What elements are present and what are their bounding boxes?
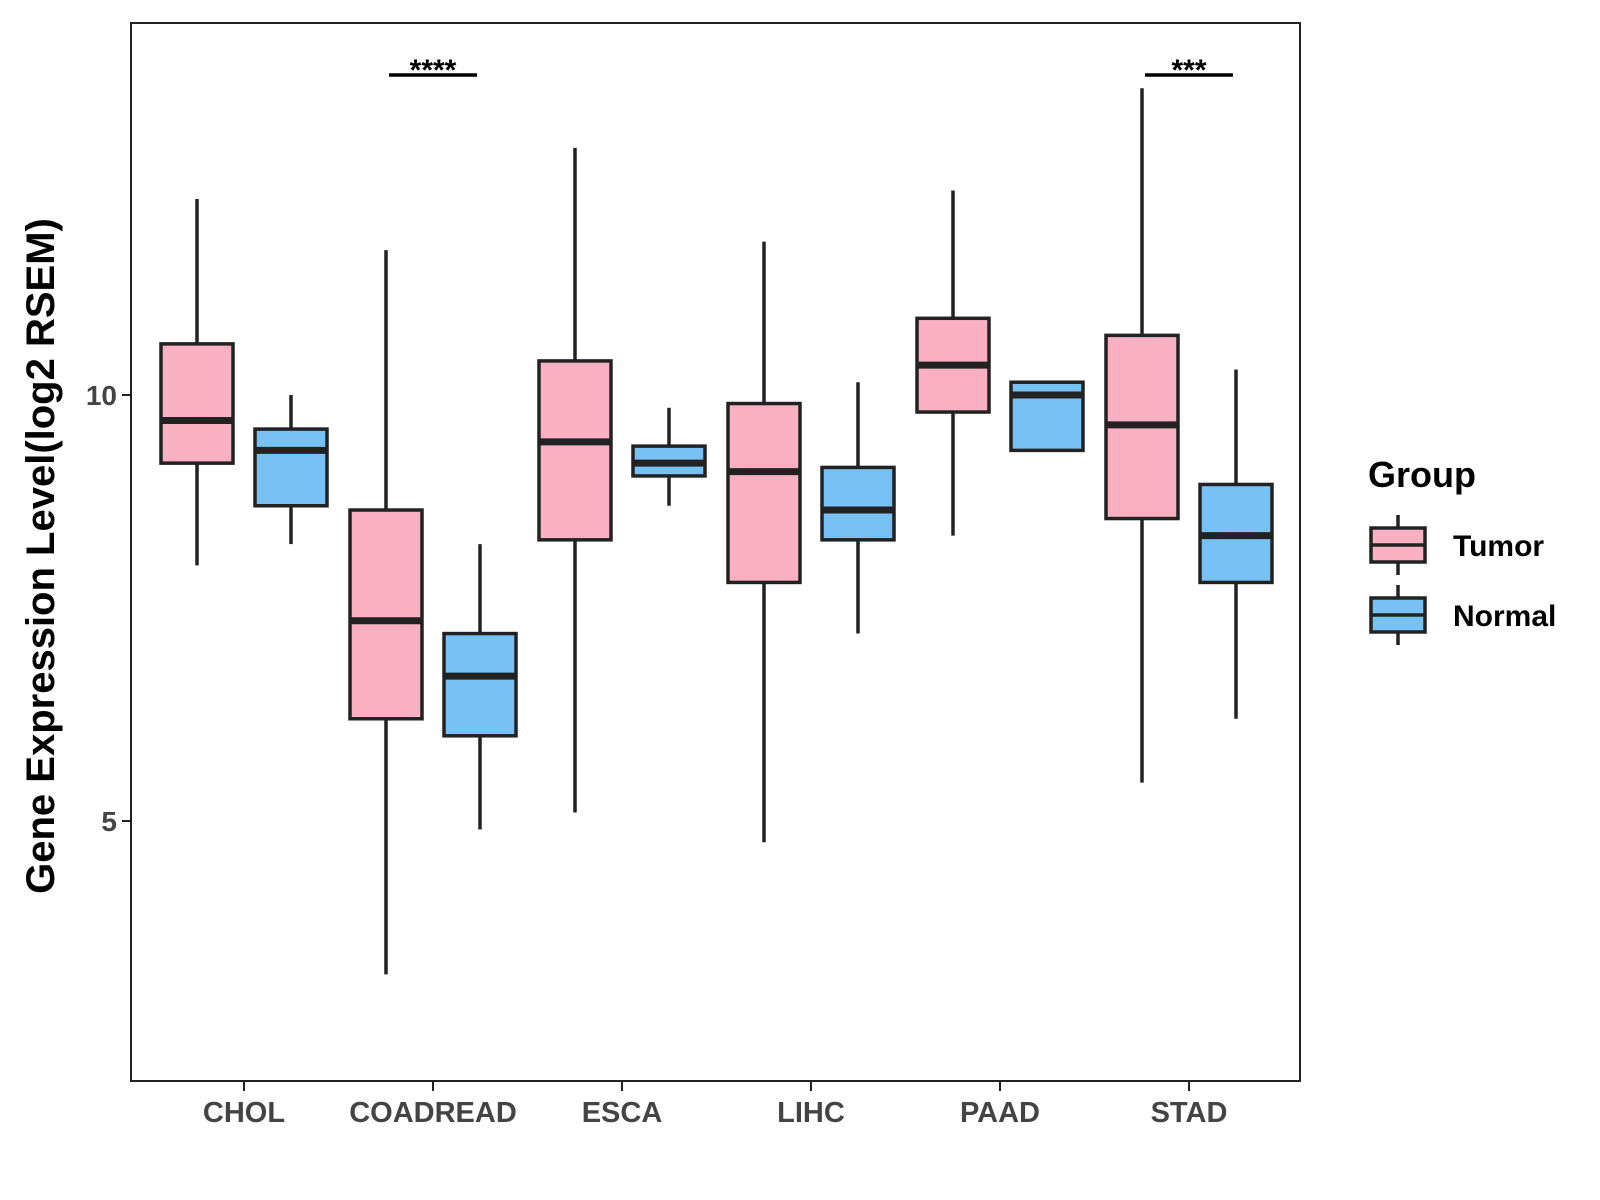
box-tumor-lihc [726, 241, 802, 843]
legend-item-normal: Normal [1369, 585, 1556, 645]
y-tick-label: 10 [86, 380, 117, 411]
x-tick-label: LIHC [777, 1097, 845, 1129]
box-body [348, 508, 424, 721]
legend-title: Group [1368, 454, 1476, 495]
x-tick-label: COADREAD [349, 1097, 517, 1129]
legend-label: Tumor [1453, 530, 1544, 563]
box-body [159, 342, 235, 465]
box-normal-stad [1198, 369, 1274, 719]
box-normal-esca [631, 407, 707, 506]
panel-border [130, 22, 1301, 1082]
axes-layer: 5 10 CHOL COADREAD ESCA LIHC PAAD STAD [86, 380, 1228, 1129]
box-body [537, 359, 613, 542]
significance-label: **** [410, 54, 457, 87]
box-normal-paad [1009, 380, 1085, 453]
significance-label: *** [1171, 54, 1206, 87]
box-body [820, 465, 896, 542]
box-body [726, 401, 802, 585]
y-tick-label: 5 [101, 806, 117, 837]
x-tick-label: ESCA [582, 1097, 663, 1129]
box-tumor-paad [915, 190, 991, 536]
box-tumor-coadread [348, 250, 424, 975]
legend-label: Normal [1453, 600, 1556, 633]
box-body [253, 427, 329, 508]
box-tumor-chol [159, 199, 235, 566]
x-tick-label: STAD [1151, 1097, 1228, 1129]
box-normal-lihc [820, 382, 896, 634]
box-normal-coadread [442, 544, 518, 830]
boxes-layer [159, 88, 1274, 975]
legend: Group Tumor Normal [1368, 454, 1556, 645]
legend-item-tumor: Tumor [1369, 515, 1544, 575]
y-axis-label: Gene Expression Level(log2 RSEM) [19, 218, 63, 894]
annotations-layer: **** *** [389, 54, 1233, 87]
box-body [442, 631, 518, 738]
x-tick-label: CHOL [203, 1097, 285, 1129]
box-tumor-stad [1104, 88, 1180, 783]
box-normal-chol [253, 395, 329, 545]
box-tumor-esca [537, 147, 613, 813]
x-tick-label: PAAD [960, 1097, 1040, 1129]
